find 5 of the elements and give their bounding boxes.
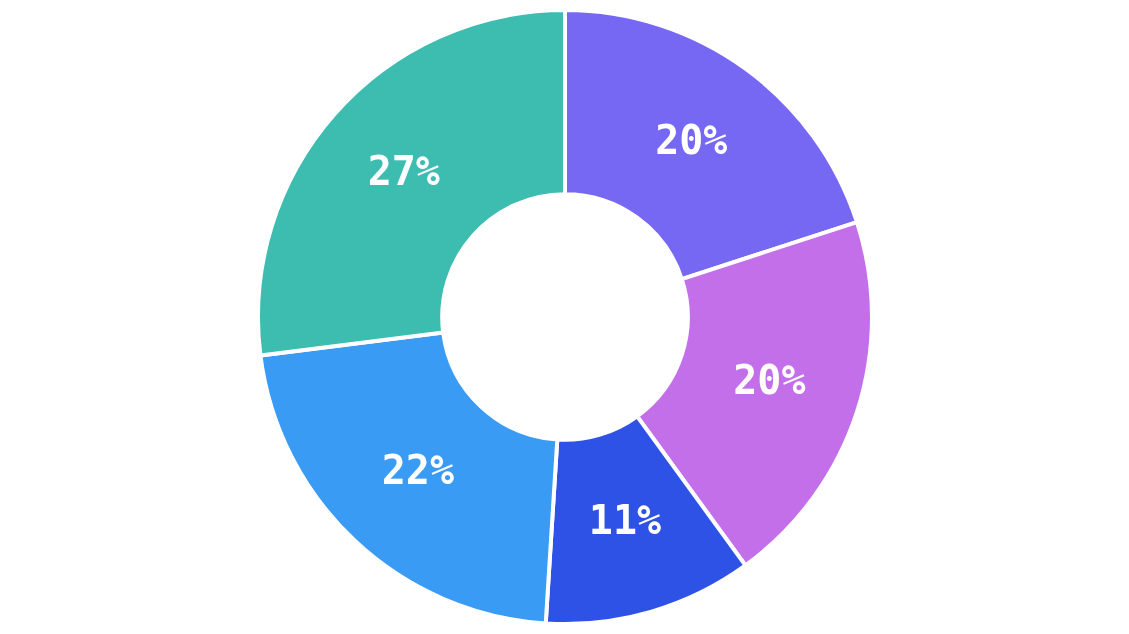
data-label: 27% [367,148,440,195]
data-label: 11% [588,496,661,543]
data-label: 20% [654,116,727,163]
data-label: 22% [381,447,454,494]
data-label: 20% [732,356,806,403]
